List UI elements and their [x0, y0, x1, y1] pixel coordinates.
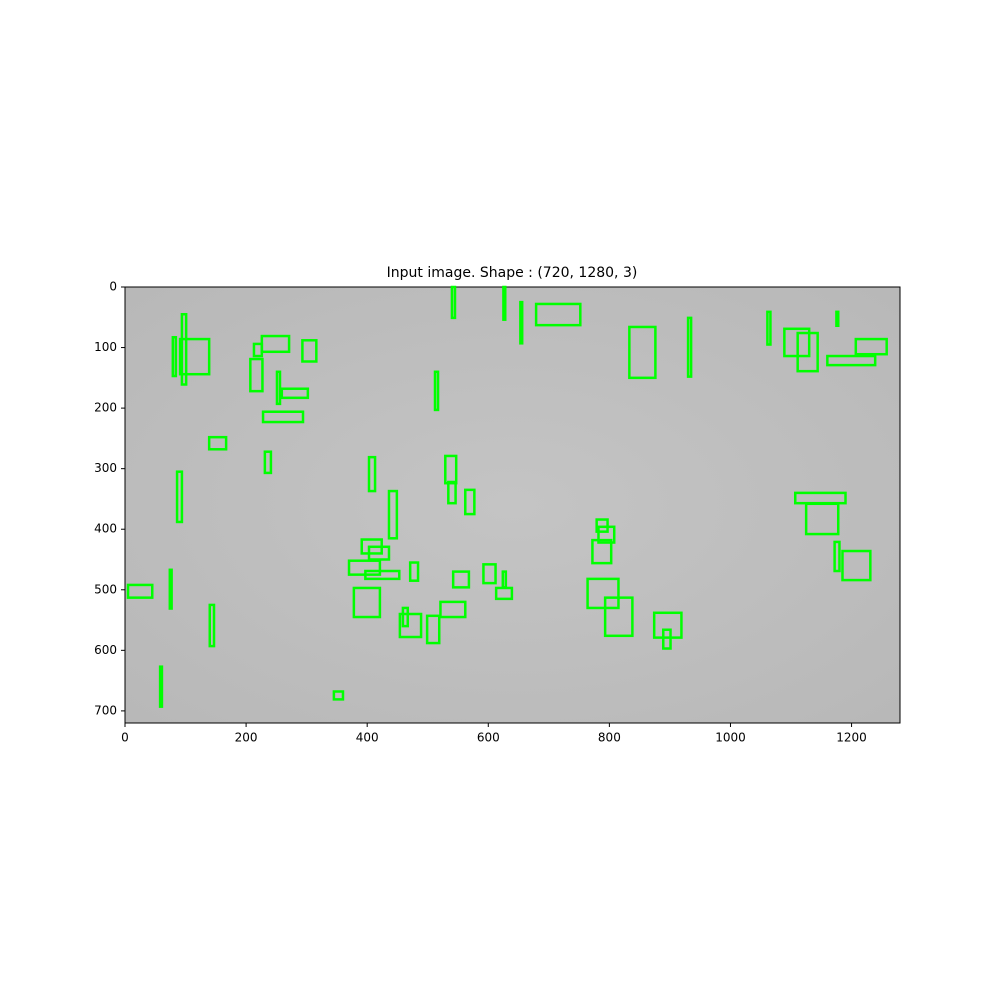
bounding-box: [332, 690, 345, 701]
bounding-box: [180, 313, 188, 386]
y-tick-label: 100: [94, 340, 117, 354]
x-tick-label: 600: [477, 731, 500, 745]
bounding-box: [387, 489, 399, 540]
bounding-box: [168, 568, 173, 610]
x-tick-label: 800: [598, 731, 621, 745]
y-tick-label: 200: [94, 401, 117, 415]
bounding-box: [263, 450, 273, 475]
bounding-box: [501, 570, 508, 589]
bounding-box: [833, 540, 841, 573]
bounding-box: [502, 285, 507, 321]
bounding-box: [252, 342, 264, 358]
bounding-box: [178, 337, 211, 376]
bounding-box: [249, 357, 264, 393]
axes-frame: [124, 286, 901, 724]
bounding-box: [804, 502, 840, 536]
bounding-box: [603, 596, 634, 638]
y-tick-label: 400: [94, 522, 117, 536]
bounding-box: [597, 525, 616, 544]
bounding-box: [854, 337, 888, 356]
x-tick-label: 400: [356, 731, 379, 745]
bounding-box: [433, 370, 440, 412]
bounding-box: [301, 339, 318, 363]
bounding-box: [652, 611, 683, 639]
bounding-box: [447, 480, 457, 505]
bounding-box: [158, 665, 164, 708]
y-tick-label: 500: [94, 582, 117, 596]
bounding-box: [207, 435, 228, 451]
y-tick-label: 0: [109, 280, 117, 294]
x-tick-label: 200: [235, 731, 258, 745]
bounding-box: [408, 561, 420, 582]
bounding-box: [662, 628, 672, 650]
bounding-box: [451, 570, 471, 589]
bounding-box: [352, 586, 382, 619]
bounding-box: [628, 325, 657, 380]
bounding-box: [425, 614, 441, 645]
chart-title: Input image. Shape : (720, 1280, 3): [387, 265, 638, 281]
bounding-box: [171, 336, 178, 378]
bounding-box: [586, 577, 620, 610]
bounding-box: [364, 569, 401, 581]
bounding-box: [275, 370, 282, 406]
bounding-box: [439, 600, 467, 619]
bounding-box: [208, 603, 216, 648]
bounding-box: [796, 331, 819, 373]
bounding-box: [766, 310, 772, 346]
bounding-box: [841, 549, 872, 582]
x-tick-label: 0: [121, 731, 129, 745]
bounding-box: [401, 606, 410, 628]
bounding-box: [280, 387, 310, 400]
bounding-box: [591, 538, 613, 565]
bounding-box: [175, 470, 184, 524]
bounding-box: [826, 354, 877, 367]
bounding-box: [450, 285, 457, 320]
y-tick-label: 300: [94, 461, 117, 475]
bounding-box: [835, 310, 840, 328]
bounding-box: [534, 302, 582, 327]
bounding-box: [686, 316, 693, 378]
bounding-box: [126, 583, 154, 599]
bounding-box: [398, 612, 423, 639]
x-tick-label: 1000: [715, 731, 746, 745]
bounding-box: [482, 563, 497, 585]
bounding-box: [519, 300, 524, 345]
bounding-box: [464, 488, 476, 516]
bounding-box: [261, 410, 305, 424]
y-tick-label: 600: [94, 643, 117, 657]
y-tick-label: 700: [94, 703, 117, 717]
bounding-box: [367, 455, 377, 493]
x-tick-label: 1200: [836, 731, 867, 745]
